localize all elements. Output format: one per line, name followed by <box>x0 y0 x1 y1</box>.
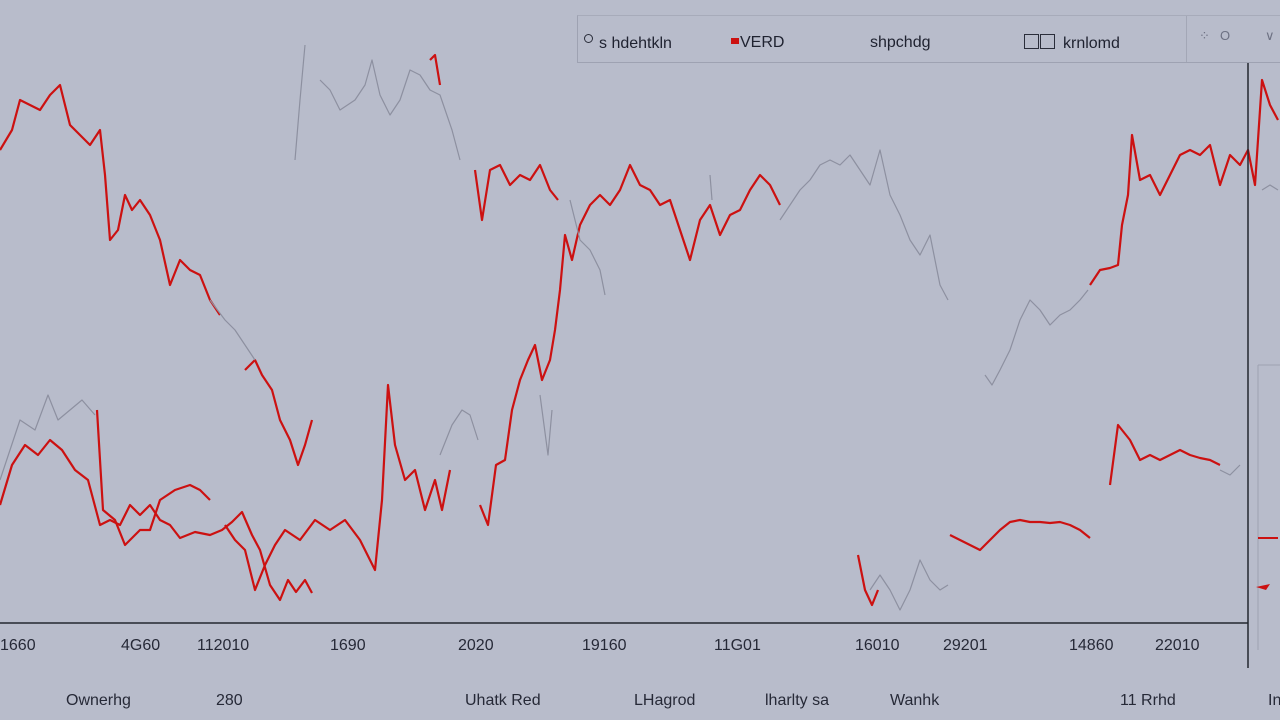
series-verd <box>0 53 1279 607</box>
series-line-segment <box>539 394 553 456</box>
series-line-segment <box>429 53 442 86</box>
series-line-segment <box>569 199 606 296</box>
series-line-segment <box>478 163 781 527</box>
x-tick-label: 4G60 <box>121 637 161 654</box>
legend-label-2: VERD <box>740 34 785 51</box>
circle-icon <box>584 34 593 43</box>
red-marker-2 <box>1256 584 1270 590</box>
series-line-segment <box>0 394 96 481</box>
series-line-segment <box>0 438 313 602</box>
series-line-segment <box>779 149 949 301</box>
legend-item-3[interactable]: shpchdg <box>870 34 931 52</box>
bottom-label[interactable]: lharlty sa <box>765 692 830 709</box>
series-line-segment <box>319 59 461 161</box>
series-line-segment <box>294 44 306 161</box>
series-line-segment <box>209 299 256 361</box>
series-line-segment <box>1108 423 1221 486</box>
legend-label-3: shpchdg <box>870 34 931 51</box>
square-icon-2 <box>1040 34 1055 49</box>
bottom-label[interactable]: 11 Rrhd <box>1120 692 1176 709</box>
x-tick-label: 112010 <box>197 637 250 654</box>
series-line-segment <box>1261 184 1279 191</box>
chart-legend: s hdehtkln VERD shpchdg krnlomd ⁘ O ∨ <box>577 15 1280 63</box>
series-gray <box>0 44 1279 611</box>
x-tick-label: 1690 <box>330 637 366 654</box>
x-tick-label: 22010 <box>1155 637 1200 654</box>
series-line-segment <box>1219 464 1241 476</box>
x-tick-label: 2020 <box>458 637 494 654</box>
legend-label-1: s hdehtkln <box>599 35 672 52</box>
series-line-segment <box>1089 78 1279 286</box>
bottom-label[interactable]: 280 <box>216 692 243 709</box>
window-controls: ⁘ O ∨ <box>1186 16 1280 62</box>
legend-label-4: krnlomd <box>1063 35 1120 52</box>
x-tick-label: 19160 <box>582 637 627 654</box>
bottom-label[interactable]: Wanhk <box>890 692 940 709</box>
x-tick-label: 14860 <box>1069 637 1114 654</box>
legend-item-2[interactable]: VERD <box>731 34 784 52</box>
series-line-segment <box>0 83 221 316</box>
grip-icon[interactable]: ⁘ <box>1199 28 1210 43</box>
series-line-segment <box>244 358 314 467</box>
series-line-segment <box>95 409 211 547</box>
square-icon <box>1024 34 1039 49</box>
restore-icon[interactable]: O <box>1220 28 1231 43</box>
chevron-down-icon[interactable]: ∨ <box>1265 28 1275 43</box>
bottom-label[interactable]: Uhatk Red <box>465 692 541 709</box>
x-tick-label: 16010 <box>855 637 900 654</box>
series-line-segment <box>224 383 452 592</box>
series-line-segment <box>949 518 1091 552</box>
legend-item-4[interactable]: krnlomd <box>1024 34 1120 53</box>
x-tick-label: 29201 <box>943 637 988 654</box>
bottom-label[interactable]: In <box>1268 692 1280 709</box>
series-line-segment <box>869 559 949 611</box>
x-tick-label: 1660 <box>0 637 36 654</box>
red-swatch-icon <box>731 38 739 44</box>
legend-item-1[interactable]: s hdehtkln <box>584 34 672 53</box>
bottom-label[interactable]: Ownerhg <box>66 692 131 709</box>
series-line-segment <box>984 289 1089 386</box>
series-line-segment <box>473 163 559 222</box>
x-tick-label: 11G01 <box>714 637 761 654</box>
series-line-segment <box>856 554 880 607</box>
series-line-segment <box>709 174 713 201</box>
bottom-label[interactable]: LHagrod <box>634 692 696 709</box>
series-line-segment <box>439 409 479 456</box>
